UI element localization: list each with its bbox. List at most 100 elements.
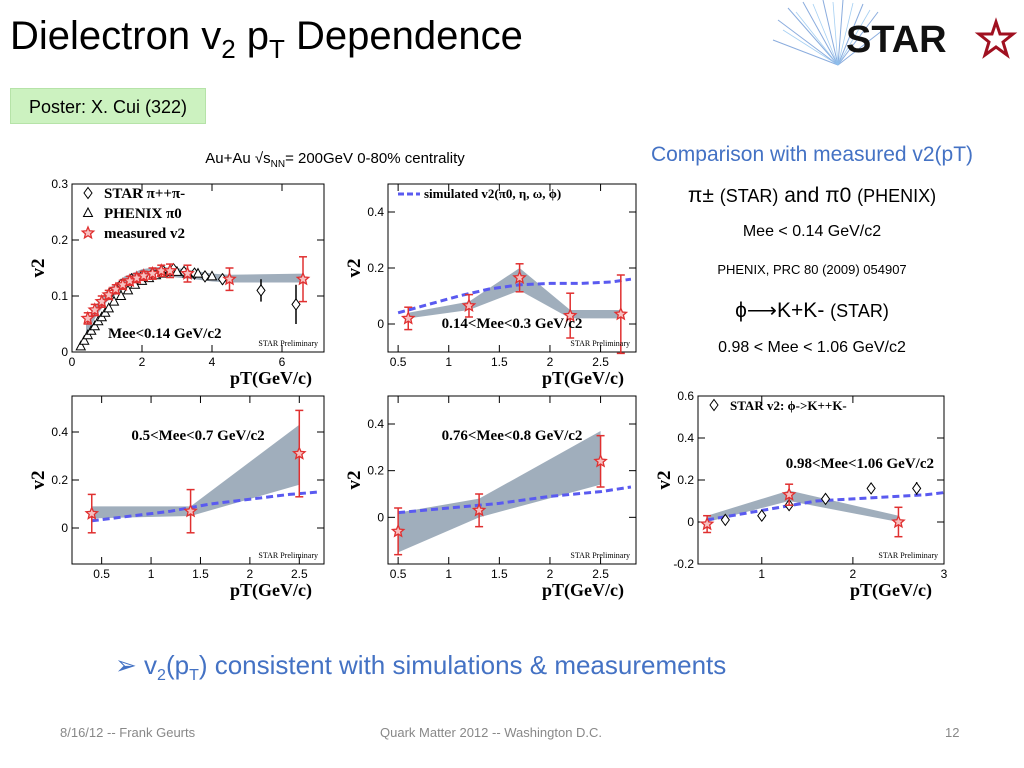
data-point-star (461, 298, 477, 313)
y-tick-label: 0 (61, 521, 68, 535)
x-tick-label: 1 (445, 355, 452, 369)
poster-label: Poster: X. Cui (322) (10, 88, 206, 124)
collision-info: Au+Au √sNN= 200GeV 0-80% centrality (205, 150, 465, 170)
data-point-star (295, 271, 311, 286)
legend-label: PHENIX π0 (104, 206, 182, 222)
x-tick-label: 1 (148, 567, 155, 581)
y-tick-label: 0.4 (51, 425, 68, 439)
legend-label: simulated v2(π0, η, ω, ϕ) (424, 186, 561, 201)
y-axis-label: v2 (28, 471, 49, 490)
panel-mass-title: 0.5<Mee<0.7 GeV/c2 (131, 428, 264, 444)
y-tick-label: 0 (377, 317, 384, 331)
legend-marker-diamond (83, 186, 93, 200)
y-tick-label: 0.2 (51, 473, 68, 487)
x-tick-label: 0 (69, 355, 76, 369)
legend-marker-triangle (82, 206, 94, 217)
y-tick-label: 0 (377, 510, 384, 524)
x-tick-label: 2.5 (592, 355, 609, 369)
footer-conference: Quark Matter 2012 -- Washington D.C. (380, 725, 603, 740)
panel-mass-title: 0.14<Mee<0.3 GeV/c2 (442, 316, 583, 332)
data-point-star (145, 265, 160, 280)
x-axis-label: pT(GeV/c) (542, 580, 624, 601)
data-point-star (400, 310, 416, 325)
conclusion-bullet: ➢ v2(pT) consistent with simulations & m… (115, 650, 727, 685)
chart-panel-05-07: 0.5 1 1.5 2 2.5 0 0.2 0.4 v2 pT(GeV/c) 0.5<Mee<0.7… (28, 395, 325, 601)
x-axis-label: pT(GeV/c) (542, 368, 624, 389)
data-point-diamond (291, 298, 301, 311)
x-tick-label: 4 (209, 355, 216, 369)
y-tick-label: 0.2 (51, 233, 68, 247)
x-tick-label: 3 (941, 567, 948, 581)
data-point-star (180, 265, 195, 280)
comparison-heading: Comparison with measured v2(pT) (650, 143, 974, 166)
data-point-star (699, 516, 715, 531)
data-point-triangle (171, 265, 183, 276)
data-point-triangle (103, 302, 115, 313)
y-tick-label: -0.2 (673, 557, 694, 571)
y-tick-label: 0 (687, 515, 694, 529)
data-point-diamond (256, 284, 266, 297)
x-tick-label: 0.5 (390, 567, 407, 581)
y-tick-label: 0.4 (677, 431, 694, 445)
data-point-triangle (75, 340, 87, 351)
y-axis-label: v2 (344, 259, 365, 278)
data-point-star (162, 263, 178, 278)
panel-mass-title: Mee<0.14 GeV/c2 (108, 326, 222, 342)
panel-mass-title: 0.98<Mee<1.06 GeV/c2 (786, 456, 934, 472)
data-point-star (512, 270, 527, 285)
data-point-star (390, 523, 406, 538)
data-point-triangle (78, 334, 90, 345)
x-axis-label: pT(GeV/c) (850, 580, 932, 601)
data-point-diamond (866, 482, 876, 495)
simulated-v2-line (91, 490, 320, 523)
mass-range-low: Mee < 0.14 GeV/c2 (742, 223, 882, 240)
footer-date-author: 8/16/12 -- Frank Geurts (60, 725, 196, 740)
chart-panel-phi: 1 2 3 -0.2 0 0.2 0.4 0.6 v2 pT(GeV/c) STAR v2: ϕ->… (654, 389, 948, 601)
x-tick-label: 2.5 (592, 567, 609, 581)
y-tick-label: 0.3 (51, 177, 68, 191)
star-preliminary-watermark: STAR Preliminary (570, 551, 630, 560)
y-axis-label: v2 (654, 471, 675, 490)
plot-frame (387, 395, 637, 565)
footer-page-number: 12 (945, 725, 960, 740)
chart-panel-014-03: 0.5 1 1.5 2 2.5 0 0.2 0.4 v2 pT(GeV/c) simulated v… (344, 183, 637, 389)
chart-panel-low-mass: 0 2 4 6 0 0.1 0.2 0.3 v2 pT(GeV/c) STAR π++π- PHENI… (28, 177, 325, 389)
legend-label: STAR π++π- (104, 186, 185, 202)
data-point-diamond (757, 509, 767, 523)
data-point-star (562, 307, 578, 322)
x-tick-label: 1 (758, 567, 765, 581)
data-point-star (84, 505, 100, 520)
y-tick-label: 0.2 (677, 473, 694, 487)
data-point-triangle (108, 295, 120, 306)
y-tick-label: 0.4 (367, 417, 384, 431)
y-axis-label: v2 (28, 259, 49, 278)
y-tick-label: 0.2 (367, 261, 384, 275)
data-point-star (136, 268, 152, 283)
x-tick-label: 0.5 (390, 355, 407, 369)
x-tick-label: 2 (547, 567, 554, 581)
x-axis-label: pT(GeV/c) (230, 368, 312, 389)
x-tick-label: 2 (850, 567, 857, 581)
star-preliminary-watermark: STAR Preliminary (878, 551, 938, 560)
data-point-star (80, 310, 96, 325)
data-point-diamond (820, 492, 831, 506)
y-tick-label: 0.4 (367, 205, 384, 219)
mass-range-phi: 0.98 < Mee < 1.06 GeV/c2 (718, 339, 906, 356)
data-point-diamond (912, 482, 922, 495)
simulated-v2-line (397, 485, 632, 515)
y-tick-label: 0 (61, 345, 68, 359)
y-axis-label: v2 (344, 471, 365, 490)
plot-frame (71, 183, 325, 353)
phenix-reference: PHENIX, PRC 80 (2009) 054907 (717, 262, 907, 277)
data-point-star (87, 302, 103, 317)
chart-panel-076-08: 0.5 1 1.5 2 2.5 0 0.2 0.4 v2 pT(GeV/c) 0.76<Mee<0.… (344, 395, 637, 601)
data-point-triangle (89, 320, 101, 331)
x-tick-label: 6 (279, 355, 286, 369)
data-point-triangle (206, 270, 218, 281)
legend-label: STAR v2: ϕ->K++K- (730, 398, 847, 413)
star-preliminary-watermark: STAR Preliminary (570, 339, 630, 348)
data-point-star (291, 445, 307, 460)
x-tick-label: 0.5 (93, 567, 110, 581)
simulated-v2-line (706, 491, 945, 522)
svg-text:STAR: STAR (846, 19, 947, 61)
